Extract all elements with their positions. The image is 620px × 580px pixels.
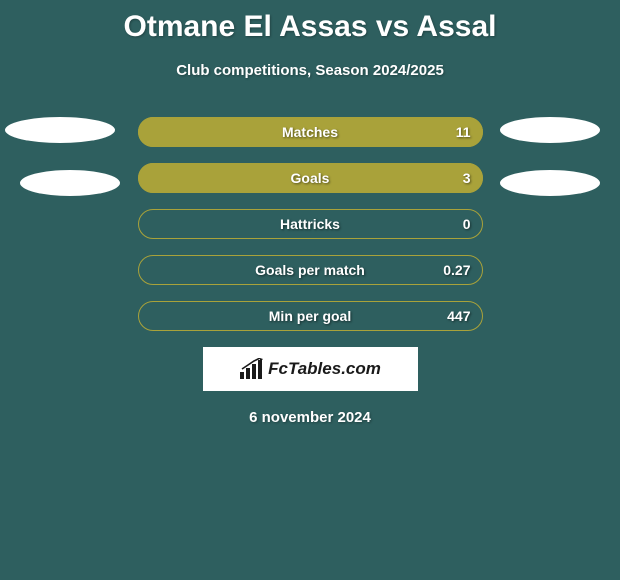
bar-value: 447 — [447, 308, 470, 324]
bar-value: 0.27 — [443, 262, 470, 278]
bar-label: Goals per match — [255, 262, 365, 278]
page-title: Otmane El Assas vs Assal — [0, 0, 620, 44]
date-text: 6 november 2024 — [0, 409, 620, 426]
player-left-avatar-bottom — [20, 170, 120, 196]
bar-value: 3 — [463, 170, 471, 186]
content-area: Matches 11 Goals 3 Hattricks 0 Goals per… — [0, 117, 620, 426]
player-right-avatar-top — [500, 117, 600, 143]
subtitle: Club competitions, Season 2024/2025 — [0, 62, 620, 79]
logo-text: FcTables.com — [268, 359, 381, 379]
bar-label: Min per goal — [269, 308, 351, 324]
stat-row-hattricks: Hattricks 0 — [138, 209, 483, 239]
bar-value: 0 — [463, 216, 471, 232]
logo-box: FcTables.com — [203, 347, 418, 391]
player-right-avatar-bottom — [500, 170, 600, 196]
stat-row-goals-per-match: Goals per match 0.27 — [138, 255, 483, 285]
bar-label: Matches — [282, 124, 338, 140]
chart-icon — [239, 358, 263, 380]
bar-label: Goals — [291, 170, 330, 186]
stat-row-matches: Matches 11 — [138, 117, 483, 147]
logo-inner: FcTables.com — [239, 358, 381, 380]
bar-label: Hattricks — [280, 216, 340, 232]
stat-bars: Matches 11 Goals 3 Hattricks 0 Goals per… — [138, 117, 483, 331]
stat-row-min-per-goal: Min per goal 447 — [138, 301, 483, 331]
bar-value: 11 — [456, 124, 471, 140]
player-left-avatar-top — [5, 117, 115, 143]
stat-row-goals: Goals 3 — [138, 163, 483, 193]
